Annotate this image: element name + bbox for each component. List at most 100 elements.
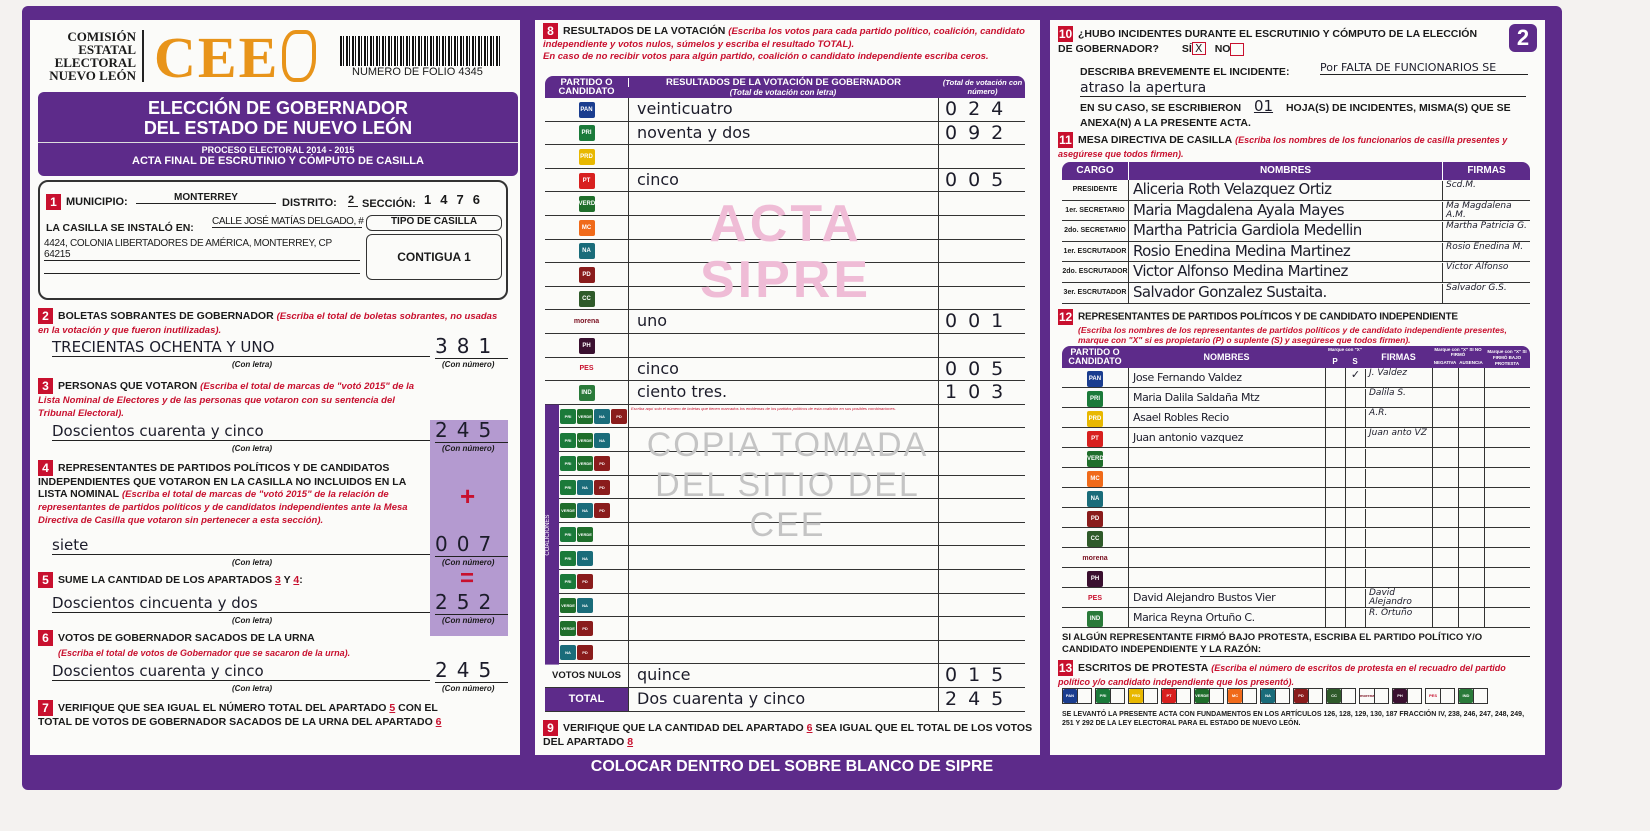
- protesta-mark[interactable]: [1484, 388, 1530, 407]
- coalition-votes-numbers[interactable]: [938, 522, 1025, 546]
- representative-signature[interactable]: [1365, 469, 1432, 488]
- protest-box-verde[interactable]: VERDE: [1194, 688, 1224, 704]
- official-signature[interactable]: Ma Magdalena A.M.: [1442, 201, 1530, 222]
- votes-in-numbers[interactable]: [938, 192, 1025, 215]
- representative-name[interactable]: Jose Fernando Valdez: [1128, 368, 1325, 387]
- protest-count-input[interactable]: [1209, 689, 1223, 703]
- total-in-words[interactable]: Dos cuarenta y cinco: [628, 688, 938, 711]
- representative-signature[interactable]: [1365, 489, 1432, 508]
- votes-in-words[interactable]: [628, 263, 938, 286]
- protest-box-cruzada-ciudadana[interactable]: CC: [1326, 688, 1356, 704]
- protesta-mark[interactable]: [1484, 568, 1530, 587]
- suplente-mark[interactable]: [1345, 428, 1365, 447]
- representative-signature[interactable]: R. Ortuño: [1365, 609, 1432, 628]
- protest-count-input[interactable]: [1341, 689, 1355, 703]
- protest-box-candidato-independiente[interactable]: IND: [1458, 688, 1488, 704]
- official-signature[interactable]: Rosio Enedina M.: [1442, 242, 1530, 263]
- ausencia-mark[interactable]: [1458, 388, 1484, 407]
- ausencia-mark[interactable]: [1458, 468, 1484, 487]
- total-in-numbers[interactable]: 245: [938, 688, 1025, 711]
- protest-box-movimiento-ciudadano[interactable]: MC: [1227, 688, 1257, 704]
- negativa-mark[interactable]: [1432, 608, 1458, 627]
- representative-signature[interactable]: A.R.: [1365, 409, 1432, 428]
- negativa-mark[interactable]: [1432, 468, 1458, 487]
- representative-name[interactable]: Maria Dalila Saldaña Mtz: [1128, 388, 1325, 407]
- negativa-mark[interactable]: [1432, 528, 1458, 547]
- propietario-mark[interactable]: [1325, 448, 1345, 467]
- coalition-votes-numbers[interactable]: [938, 570, 1025, 593]
- ausencia-mark[interactable]: [1458, 568, 1484, 587]
- official-signature[interactable]: Salvador G.S.: [1442, 284, 1530, 304]
- representative-signature[interactable]: Juan anto VZ: [1365, 429, 1432, 448]
- protest-count-input[interactable]: [1440, 689, 1454, 703]
- official-name[interactable]: Maria Magdalena Ayala Mayes: [1128, 200, 1442, 221]
- suplente-mark[interactable]: [1345, 528, 1365, 547]
- ausencia-mark[interactable]: [1458, 428, 1484, 447]
- coalition-votes-numbers[interactable]: [938, 640, 1025, 664]
- coalition-votes-numbers[interactable]: [938, 452, 1025, 475]
- protest-count-input[interactable]: [1407, 689, 1421, 703]
- coalition-votes-words[interactable]: [628, 428, 938, 451]
- representative-signature[interactable]: [1365, 509, 1432, 528]
- representative-signature[interactable]: Dalila S.: [1365, 389, 1432, 408]
- official-name[interactable]: Victor Alfonso Medina Martinez: [1128, 262, 1442, 282]
- protest-count-input[interactable]: [1143, 689, 1157, 703]
- representative-signature[interactable]: David Alejandro: [1365, 589, 1432, 608]
- protesta-mark[interactable]: [1484, 588, 1530, 607]
- representative-name[interactable]: David Alejandro Bustos Vier: [1128, 588, 1325, 607]
- protest-count-input[interactable]: [1176, 689, 1190, 703]
- suplente-mark[interactable]: [1345, 568, 1365, 587]
- representative-signature[interactable]: J. Valdez: [1365, 369, 1432, 388]
- protest-box-morena[interactable]: morena: [1359, 688, 1389, 704]
- official-signature[interactable]: Victor Alfonso: [1442, 263, 1530, 283]
- suplente-mark[interactable]: [1345, 448, 1365, 467]
- propietario-mark[interactable]: [1325, 488, 1345, 507]
- votes-in-words[interactable]: [628, 192, 938, 215]
- votes-in-words[interactable]: noventa y dos: [628, 121, 938, 145]
- votes-in-numbers[interactable]: [938, 334, 1025, 357]
- propietario-mark[interactable]: [1325, 528, 1345, 547]
- protesta-mark[interactable]: [1484, 528, 1530, 547]
- representative-name[interactable]: [1128, 448, 1325, 467]
- coalition-votes-numbers[interactable]: [938, 546, 1025, 569]
- ausencia-mark[interactable]: [1458, 548, 1484, 567]
- suplente-mark[interactable]: [1345, 488, 1365, 507]
- ausencia-mark[interactable]: [1458, 608, 1484, 627]
- protest-box-encuentro-social[interactable]: PES: [1425, 688, 1455, 704]
- official-signature[interactable]: Scd.M.: [1442, 181, 1530, 201]
- official-name[interactable]: Martha Patricia Gardiola Medellin: [1128, 221, 1442, 241]
- propietario-mark[interactable]: [1325, 468, 1345, 487]
- votes-in-words[interactable]: [628, 145, 938, 168]
- suplente-mark[interactable]: [1345, 548, 1365, 567]
- votes-in-numbers[interactable]: 103: [938, 381, 1025, 404]
- representative-name[interactable]: Asael Robles Recio: [1128, 408, 1325, 427]
- coalition-votes-words[interactable]: [628, 617, 938, 640]
- protest-box-partido-democrata[interactable]: PD: [1293, 688, 1323, 704]
- protest-count-input[interactable]: [1077, 689, 1091, 703]
- coalition-votes-numbers[interactable]: [938, 617, 1025, 640]
- propietario-mark[interactable]: [1325, 388, 1345, 407]
- votos-nulos-in-numbers[interactable]: 015: [938, 664, 1025, 687]
- representative-name[interactable]: [1128, 488, 1325, 507]
- protest-box-prd[interactable]: PRD: [1128, 688, 1158, 704]
- votes-in-numbers[interactable]: 024: [938, 98, 1025, 121]
- suplente-mark[interactable]: [1345, 408, 1365, 427]
- protest-count-input[interactable]: [1473, 689, 1487, 703]
- coalition-votes-numbers[interactable]: [938, 475, 1025, 499]
- suplente-mark[interactable]: [1345, 608, 1365, 627]
- protest-count-input[interactable]: [1110, 689, 1124, 703]
- suplente-mark[interactable]: [1345, 388, 1365, 407]
- negativa-mark[interactable]: [1432, 408, 1458, 427]
- no-checkbox[interactable]: [1230, 42, 1245, 56]
- representative-name[interactable]: [1128, 528, 1325, 547]
- protesta-mark[interactable]: [1484, 448, 1530, 467]
- suplente-mark[interactable]: ✓: [1345, 368, 1365, 387]
- protest-count-input[interactable]: [1242, 689, 1256, 703]
- votes-in-words[interactable]: veinticuatro: [628, 98, 938, 121]
- votes-in-numbers[interactable]: 001: [938, 310, 1025, 333]
- votes-in-words[interactable]: [628, 334, 938, 357]
- votes-in-numbers[interactable]: 092: [938, 121, 1025, 145]
- propietario-mark[interactable]: [1325, 368, 1345, 387]
- votes-in-numbers[interactable]: [938, 239, 1025, 263]
- negativa-mark[interactable]: [1432, 588, 1458, 607]
